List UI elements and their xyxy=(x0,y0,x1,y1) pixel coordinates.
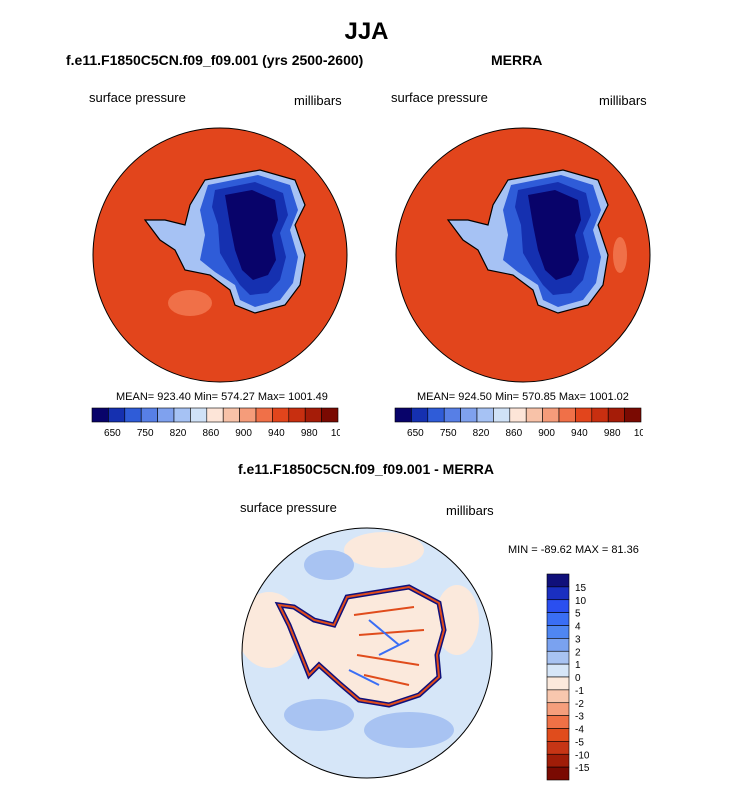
colorbar-swatch xyxy=(546,573,570,588)
colorbar-swatch xyxy=(542,407,560,423)
diff-polar-map xyxy=(241,527,493,779)
colorbar-swatch xyxy=(411,407,429,423)
colorbar-tick-label: 820 xyxy=(473,428,490,439)
colorbar-tick-label: 750 xyxy=(137,428,154,439)
colorbar-swatch xyxy=(591,407,609,423)
colorbar-swatch xyxy=(157,407,175,423)
obs-panel-title: MERRA xyxy=(491,52,543,68)
diff-units-label: millibars xyxy=(446,503,494,518)
colorbar-swatch xyxy=(546,676,570,691)
colorbar-swatch xyxy=(124,407,142,423)
obs-colorbar: 650 750 820 860 900 940 980 1020 xyxy=(394,407,643,439)
colorbar-tick-label: 5 xyxy=(575,609,581,620)
obs-stats: MEAN= 924.50 Min= 570.85 Max= 1001.02 xyxy=(417,391,629,403)
colorbar-swatch xyxy=(255,407,273,423)
colorbar-swatch xyxy=(525,407,543,423)
colorbar-tick-label: 650 xyxy=(104,428,121,439)
colorbar-swatch xyxy=(546,663,570,678)
colorbar-swatch xyxy=(222,407,240,423)
colorbar-tick-label: 15 xyxy=(575,583,587,594)
diff-variable-label: surface pressure xyxy=(240,500,337,515)
colorbar-tick-label: 1020 xyxy=(331,428,340,439)
colorbar-swatch xyxy=(546,650,570,665)
obs-variable-label: surface pressure xyxy=(391,90,488,105)
colorbar-swatch xyxy=(509,407,527,423)
colorbar-swatch xyxy=(190,407,208,423)
diff-stats: MIN = -89.62 MAX = 81.36 xyxy=(508,544,639,556)
colorbar-swatch xyxy=(108,407,126,423)
colorbar-swatch xyxy=(239,407,257,423)
model-colorbar: 650 750 820 860 900 940 980 1020 xyxy=(91,407,340,439)
colorbar-tick-label: 860 xyxy=(505,428,522,439)
colorbar-tick-label: 820 xyxy=(170,428,187,439)
colorbar-tick-label: 980 xyxy=(301,428,318,439)
colorbar-tick-label: 1020 xyxy=(634,428,643,439)
colorbar-swatch xyxy=(546,702,570,716)
model-units-label: millibars xyxy=(294,93,342,108)
colorbar-swatch xyxy=(288,407,306,423)
colorbar-swatch xyxy=(546,728,570,742)
colorbar-tick-label: 980 xyxy=(604,428,621,439)
colorbar-tick-label: -1 xyxy=(575,686,584,697)
colorbar-tick-label: 3 xyxy=(575,634,581,645)
colorbar-swatch xyxy=(624,407,642,423)
colorbar-swatch xyxy=(321,407,339,423)
colorbar-tick-label: 750 xyxy=(440,428,457,439)
colorbar-tick-label: 900 xyxy=(538,428,555,439)
colorbar-swatch xyxy=(427,407,445,423)
colorbar-swatch xyxy=(493,407,511,423)
colorbar-swatch xyxy=(460,407,478,423)
colorbar-tick-label: 650 xyxy=(407,428,424,439)
colorbar-tick-label: -4 xyxy=(575,725,584,736)
obs-polar-map xyxy=(395,127,651,383)
season-title: JJA xyxy=(344,18,389,45)
colorbar-swatch xyxy=(443,407,461,423)
colorbar-swatch xyxy=(546,741,570,755)
colorbar-swatch xyxy=(91,407,109,423)
model-panel-title: f.e11.F1850C5CN.f09_f09.001 (yrs 2500-26… xyxy=(66,52,364,68)
model-polar-map xyxy=(92,127,348,383)
colorbar-swatch xyxy=(546,638,570,652)
colorbar-swatch xyxy=(546,766,570,781)
colorbar-swatch xyxy=(546,612,570,626)
colorbar-swatch xyxy=(546,586,570,601)
colorbar-swatch xyxy=(173,407,191,423)
colorbar-swatch xyxy=(607,407,625,423)
colorbar-swatch xyxy=(546,753,570,768)
colorbar-swatch xyxy=(546,715,570,729)
colorbar-swatch xyxy=(546,599,570,613)
colorbar-swatch xyxy=(304,407,322,423)
colorbar-swatch xyxy=(476,407,494,423)
colorbar-swatch xyxy=(272,407,290,423)
colorbar-tick-label: -2 xyxy=(575,699,584,710)
colorbar-tick-label: 940 xyxy=(268,428,285,439)
colorbar-tick-label: 0 xyxy=(575,673,581,684)
diff-panel-title: f.e11.F1850C5CN.f09_f09.001 - MERRA xyxy=(238,461,495,477)
colorbar-tick-label: -15 xyxy=(575,763,590,774)
colorbar-swatch xyxy=(546,625,570,639)
model-stats: MEAN= 923.40 Min= 574.27 Max= 1001.49 xyxy=(116,391,328,403)
colorbar-swatch xyxy=(575,407,593,423)
colorbar-tick-label: -10 xyxy=(575,750,590,761)
obs-units-label: millibars xyxy=(599,93,647,108)
colorbar-tick-label: 860 xyxy=(202,428,219,439)
colorbar-tick-label: 940 xyxy=(571,428,588,439)
colorbar-swatch xyxy=(140,407,158,423)
colorbar-tick-label: -3 xyxy=(575,712,584,723)
colorbar-swatch xyxy=(394,407,412,423)
colorbar-tick-label: 1 xyxy=(575,660,581,671)
colorbar-swatch xyxy=(206,407,224,423)
colorbar-tick-label: 4 xyxy=(575,622,581,633)
colorbar-tick-label: 900 xyxy=(235,428,252,439)
colorbar-tick-label: -5 xyxy=(575,737,584,748)
model-variable-label: surface pressure xyxy=(89,90,186,105)
colorbar-swatch xyxy=(546,689,570,704)
colorbar-tick-label: 2 xyxy=(575,647,581,658)
colorbar-tick-label: 10 xyxy=(575,596,587,607)
colorbar-swatch xyxy=(558,407,576,423)
